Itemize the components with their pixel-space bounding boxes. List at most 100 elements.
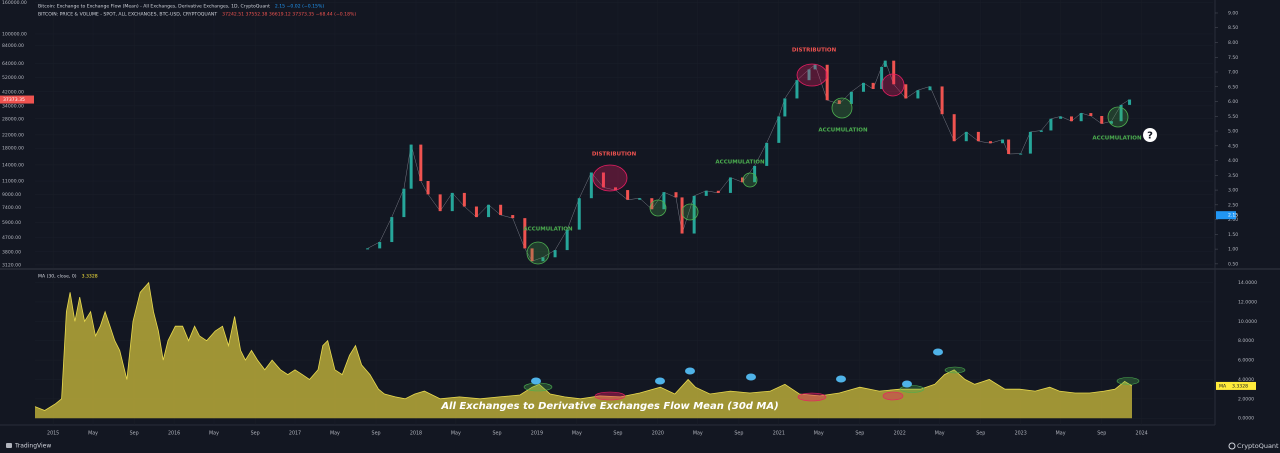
y2-tick-label: 1.00 (1228, 247, 1238, 253)
y2-tick-label: 7.00 (1228, 70, 1238, 76)
candle (964, 131, 968, 142)
y-tick-label: 6.0000 (1238, 358, 1254, 364)
distribution-circle (881, 73, 905, 97)
x-tick-label: 2022 (894, 431, 906, 437)
y2-tick-label: 0.50 (1228, 261, 1238, 267)
highlights (523, 63, 1140, 402)
candle (1109, 121, 1113, 124)
y-tick-label: 160000.00 (2, 0, 27, 6)
y-tick-label: 4700.00 (2, 235, 21, 241)
candle (1100, 115, 1104, 124)
x-tick-label: Sep (613, 431, 622, 437)
candle (1007, 139, 1011, 155)
y-tick-label: 2.0000 (1238, 396, 1254, 402)
candle (871, 82, 875, 89)
candle (523, 218, 527, 249)
candle (692, 195, 696, 234)
candle (1069, 116, 1073, 122)
accumulation-circle (831, 97, 853, 119)
whale-icon (836, 375, 846, 383)
x-tick-label: 2015 (47, 431, 59, 437)
candle (880, 66, 884, 89)
candle (553, 250, 557, 258)
flow-highlight (882, 391, 904, 401)
y2-tick-label: 7.50 (1228, 55, 1238, 61)
accumulation-circle (526, 241, 550, 265)
candle (741, 177, 745, 183)
candle (499, 204, 503, 216)
annotation: DISTRIBUTION (792, 48, 837, 54)
candle (674, 192, 678, 198)
candle (837, 100, 841, 104)
legend-name: BITCOIN: PRICE & VOLUME - SPOT, ALL EXCH… (38, 12, 217, 18)
x-tick-label: May (209, 431, 219, 437)
candle (1119, 104, 1123, 122)
candle (916, 90, 920, 99)
y-tick-label: 14000.00 (2, 162, 24, 168)
x-tick-label: May (330, 431, 340, 437)
annotation: ACCUMULATION (715, 160, 765, 166)
candle (861, 82, 865, 92)
y-tick-label: 3800.00 (2, 249, 21, 255)
legend-readout: 2.15 −0.02 (−0.15%) (275, 4, 324, 10)
grid (35, 0, 1213, 425)
candle (530, 248, 534, 262)
y-tick-label: 10.0000 (1238, 319, 1257, 325)
candle (813, 64, 817, 70)
y-tick-label: 100000.00 (2, 31, 27, 37)
x-tick-label: Sep (130, 431, 139, 437)
candle (1089, 113, 1093, 116)
x-tick-label: Sep (734, 431, 743, 437)
flow-area (35, 282, 1132, 419)
y2-tick-label: 2.50 (1228, 202, 1238, 208)
candle (807, 69, 811, 81)
candle (626, 190, 630, 200)
ma-badge-prefix: MA (1219, 383, 1227, 389)
candle (474, 206, 478, 218)
candle (601, 172, 605, 188)
x-tick-label: May (1056, 431, 1066, 437)
tradingview-logo (6, 443, 12, 448)
candle (1049, 118, 1053, 131)
candle (777, 116, 781, 143)
y-tick-label: 9000.00 (2, 192, 21, 198)
x-tick-label: May (451, 431, 461, 437)
candle (1019, 153, 1023, 155)
question-icon: ? (1143, 128, 1157, 142)
y2-tick-label: 5.00 (1228, 129, 1238, 135)
accumulation-circle (681, 203, 699, 221)
y2-tick-label: 1.50 (1228, 232, 1238, 238)
candle (988, 141, 992, 144)
y2-tick-label: 4.50 (1228, 143, 1238, 149)
y-tick-label: 18000.00 (2, 146, 24, 152)
y2-tick-label: 8.00 (1228, 40, 1238, 46)
candle (883, 60, 887, 67)
whale-icon (933, 348, 943, 356)
candle (541, 257, 545, 262)
whale-icon (655, 377, 665, 385)
candle (614, 187, 618, 191)
candle (409, 144, 413, 189)
candle (765, 142, 769, 166)
x-tick-label: Sep (372, 431, 381, 437)
candle (638, 198, 642, 200)
y-tick-label: 34000.00 (2, 103, 24, 109)
candle (753, 165, 757, 183)
x-tick-label: 2024 (1136, 431, 1148, 437)
x-tick-label: Sep (251, 431, 260, 437)
y2-tick-label: 4.00 (1228, 158, 1238, 164)
x-tick-label: 2018 (410, 431, 422, 437)
candle (438, 194, 442, 212)
accumulation-circle (742, 172, 758, 188)
candle (825, 64, 829, 101)
candle (728, 177, 732, 193)
x-tick-label: May (935, 431, 945, 437)
whale-icons (531, 348, 943, 388)
candle (402, 188, 406, 218)
candle (450, 192, 454, 212)
annotation: ACCUMULATION (818, 128, 868, 134)
y-tick-label: 8.0000 (1238, 338, 1254, 344)
footer: TradingView CryptoQuant (6, 442, 1279, 450)
y2-badge (1216, 211, 1236, 220)
flow-line (34, 281, 1133, 411)
